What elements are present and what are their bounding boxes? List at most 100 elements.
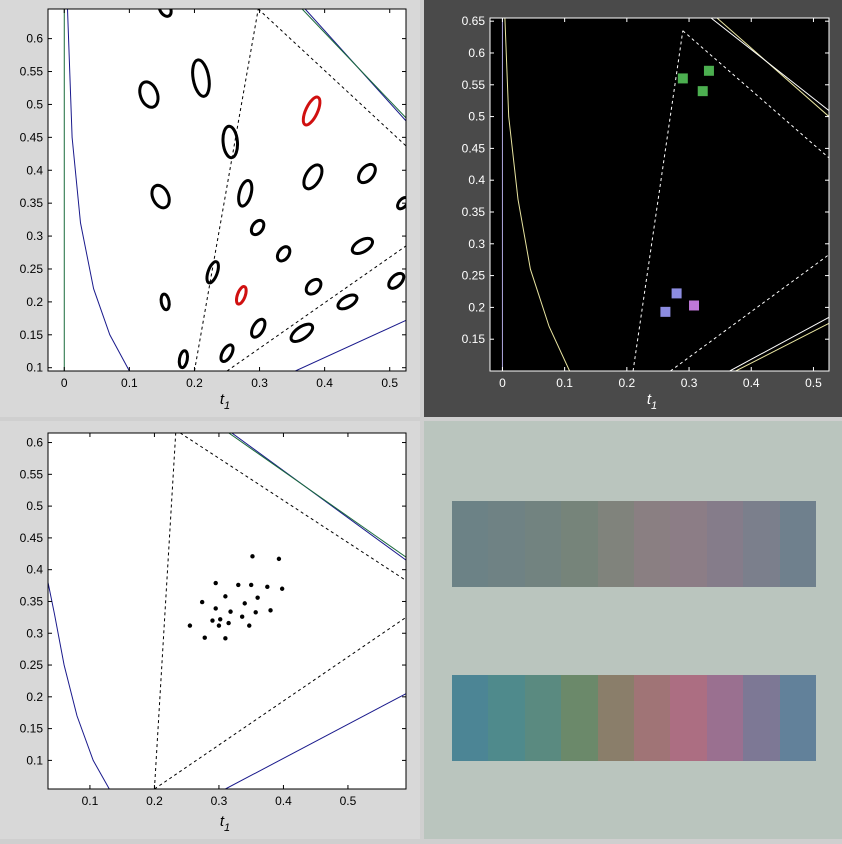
- color-swatch: [634, 501, 671, 587]
- chart-bottom-left: 0.1 0.2 0.3 0.4 0.5 0.1 0.15 0.2 0.25 0.3 0.35 0.4 0…: [20, 432, 407, 834]
- plot-content: [63, 9, 406, 371]
- ellipse: [237, 178, 254, 208]
- ellipse: [159, 292, 171, 312]
- x-tick-label: 0.3: [251, 376, 268, 390]
- data-point: [242, 601, 247, 606]
- x-tick-label: 0.4: [275, 794, 292, 808]
- ellipse: [157, 9, 173, 18]
- x-tick-label: 0.1: [556, 376, 573, 390]
- y-tick-label: 0.3: [26, 229, 43, 243]
- data-point: [223, 636, 228, 641]
- x-axis-label: t1: [220, 813, 230, 834]
- x-tick-label: 0: [499, 376, 506, 390]
- dashed-line-2: [154, 616, 406, 789]
- color-swatch: [706, 501, 744, 587]
- color-swatch: [524, 675, 562, 761]
- ellipse: [289, 322, 315, 343]
- data-point: [236, 582, 241, 588]
- y-tick-label: 0.15: [20, 328, 44, 342]
- data-point: [239, 614, 245, 619]
- y-tick-label: 0.35: [462, 205, 486, 219]
- y-tick-label: 0.4: [468, 173, 485, 187]
- y-tick-label: 0.6: [468, 46, 485, 60]
- axes-box: [47, 432, 407, 790]
- solid-line-pair-0: [710, 18, 829, 111]
- data-point: [268, 608, 273, 613]
- color-swatch: [743, 501, 780, 587]
- y-tick-label: 0.2: [26, 690, 43, 704]
- y-tick-label: 0.45: [20, 130, 44, 144]
- solid-line-pair-0: [228, 433, 406, 558]
- y-tick-label: 0.35: [20, 594, 44, 608]
- ellipse: [250, 317, 267, 339]
- color-swatch: [706, 675, 744, 761]
- color-swatch: [452, 675, 489, 761]
- axes-box: [47, 8, 407, 372]
- y-tick-label: 0.5: [26, 499, 43, 513]
- data-point: [248, 582, 254, 588]
- x-axis-label: t1: [220, 391, 230, 412]
- dashed-line-1: [179, 433, 406, 581]
- x-tick-label: 0.2: [619, 376, 636, 390]
- panel-top-right: 0 0.1 0.2 0.3 0.4 0.5 0.15 0.2 0.25 0.3 0.35 0.4 0.4…: [424, 0, 842, 417]
- data-point: [265, 584, 270, 590]
- y-tick-label: 0.1: [26, 753, 43, 767]
- chart-top-left: 0 0.1 0.2 0.3 0.4 0.5 0.1 0.15 0.2 0.25 0.3 0.35 0.4…: [20, 8, 407, 412]
- data-point: [187, 623, 193, 628]
- color-swatch: [779, 501, 817, 587]
- data-point: [279, 586, 285, 591]
- plot-area: [490, 18, 829, 371]
- x-tick-label: 0.5: [340, 794, 357, 808]
- x-tick-label: 0.3: [681, 376, 698, 390]
- data-point: [250, 554, 255, 559]
- dashed-line-2: [670, 254, 829, 371]
- y-tick-label: 0.15: [20, 722, 44, 736]
- square-point: [689, 300, 700, 311]
- y-tick-label: 0.55: [20, 467, 44, 481]
- color-swatch: [488, 675, 525, 761]
- ellipse-highlight: [234, 285, 248, 306]
- color-swatch: [524, 501, 562, 587]
- solid-line-1: [295, 319, 406, 371]
- data-point: [199, 599, 205, 605]
- chart-top-right: 0 0.1 0.2 0.3 0.4 0.5 0.15 0.2 0.25 0.3 0.35 0.4 0.4…: [462, 14, 830, 412]
- boundary-curve: [67, 9, 130, 371]
- axes-box: [489, 17, 830, 372]
- x-tick-label: 0.5: [381, 376, 398, 390]
- data-point: [228, 609, 233, 614]
- data-point: [247, 623, 252, 628]
- swatch-row-bottom: [452, 675, 817, 761]
- x-tick-label: 0.2: [186, 376, 203, 390]
- x-tick-label: 0.3: [211, 794, 228, 808]
- data-point: [226, 620, 231, 626]
- color-swatch: [743, 675, 780, 761]
- y-tick-label: 0.6: [26, 32, 43, 46]
- ellipse: [150, 183, 171, 210]
- y-tick-label: 0.55: [20, 65, 44, 79]
- panel-color-swatches: [424, 421, 842, 839]
- solid-line-1: [735, 322, 829, 371]
- data-point: [218, 617, 223, 622]
- dashed-line-2: [226, 245, 406, 371]
- ellipse: [205, 260, 220, 285]
- square-point: [660, 306, 671, 317]
- x-tick-label: 0.1: [82, 794, 99, 808]
- ellipse: [350, 236, 375, 255]
- panel-top-left: 0 0.1 0.2 0.3 0.4 0.5 0.1 0.15 0.2 0.25 0.3 0.35 0.4…: [0, 0, 420, 417]
- color-swatch: [561, 501, 598, 587]
- color-swatch: [597, 501, 635, 587]
- ellipse: [177, 349, 190, 370]
- square-point: [697, 86, 708, 97]
- ellipse: [138, 80, 160, 109]
- y-tick-label: 0.3: [26, 626, 43, 640]
- color-swatch: [561, 675, 598, 761]
- ellipse: [219, 343, 235, 364]
- color-swatch: [488, 501, 525, 587]
- color-swatch: [597, 675, 635, 761]
- x-tick-label: 0.1: [121, 376, 138, 390]
- solid-line-pair-1: [729, 316, 829, 371]
- y-tick-label: 0.25: [20, 262, 44, 276]
- swatch-row-top: [452, 501, 817, 587]
- solid-line-0: [716, 18, 829, 117]
- data-point: [210, 618, 215, 623]
